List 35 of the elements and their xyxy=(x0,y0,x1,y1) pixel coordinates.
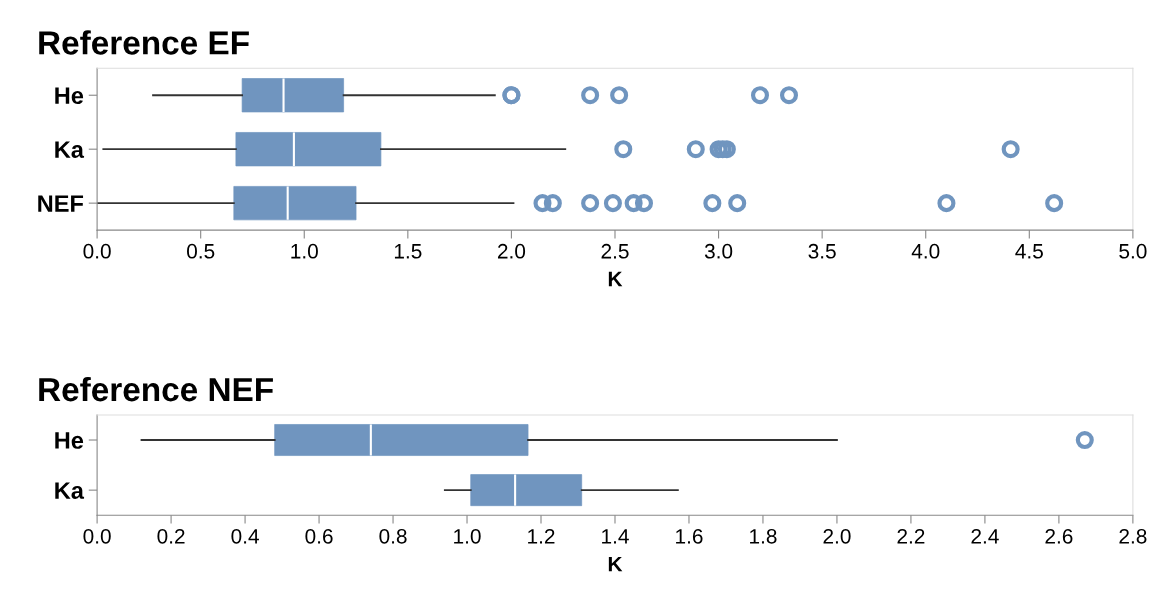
x-axis-title: K xyxy=(608,271,623,287)
x-tick-label: 3.5 xyxy=(808,243,836,259)
x-tick-label: 5.0 xyxy=(1119,243,1147,259)
x-tick-label: 2.0 xyxy=(497,243,526,259)
x-tick-label: 1.0 xyxy=(291,243,318,259)
y-tick-label: NEF xyxy=(38,195,84,212)
x-tick-label: 1.0 xyxy=(454,528,481,544)
x-tick-label: 1.8 xyxy=(750,528,777,544)
x-tick-label: 0.0 xyxy=(83,243,111,259)
x-tick-label: 1.6 xyxy=(676,528,703,544)
x-tick-label: 2.6 xyxy=(1045,528,1073,544)
x-axis-title: K xyxy=(608,556,623,572)
x-tick-label: 1.2 xyxy=(528,528,555,544)
x-tick-label: 0.2 xyxy=(157,528,185,544)
x-tick-label: 2.4 xyxy=(971,528,999,544)
x-tick-label: 0.0 xyxy=(83,528,111,544)
y-tick-label: He xyxy=(55,87,84,105)
x-tick-label: 4.5 xyxy=(1015,244,1043,259)
x-tick-label: 4.0 xyxy=(911,243,940,259)
x-tick-label: 0.5 xyxy=(187,243,215,259)
x-tick-label: 3.0 xyxy=(704,243,733,259)
x-tick-label: 0.8 xyxy=(379,528,407,544)
x-tick-label: 1.5 xyxy=(394,244,422,259)
x-tick-label: 0.4 xyxy=(231,528,259,544)
x-tick-label: 2.2 xyxy=(897,528,925,544)
x-tick-label: 2.8 xyxy=(1119,528,1147,544)
x-tick-label: 1.4 xyxy=(602,529,629,544)
chart-title: Reference NEF xyxy=(39,376,273,402)
y-tick-label: Ka xyxy=(55,482,85,499)
y-tick-label: Ka xyxy=(55,141,85,158)
y-tick-label: He xyxy=(55,432,84,449)
chart-title: Reference EF xyxy=(39,30,249,55)
x-tick-label: 0.6 xyxy=(305,528,333,544)
x-tick-label: 2.5 xyxy=(601,243,629,259)
x-tick-label: 2.0 xyxy=(823,528,851,544)
